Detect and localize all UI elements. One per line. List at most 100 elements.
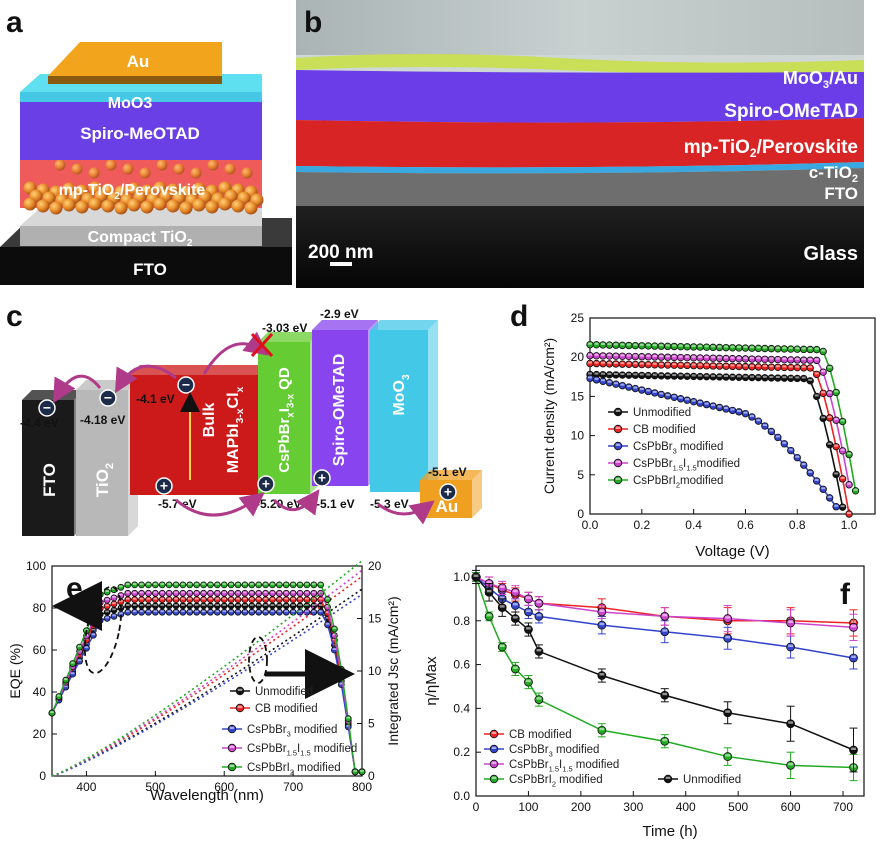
jv-series-2-point-3-hl <box>607 380 612 383</box>
eqe-series-4-point-24 <box>213 581 221 589</box>
jv-series-3-point-6 <box>625 352 633 361</box>
eqe-series-1-point-12-hl <box>132 597 137 600</box>
spiro-block-top <box>312 320 378 330</box>
eqe-series-2-integrated <box>51 593 363 777</box>
jv-series-4-point-39-hl <box>840 419 845 422</box>
jv-series-3-point-13-hl <box>672 355 677 358</box>
jv-series-1-point-38-hl <box>834 444 839 447</box>
jv-series-3-point-19 <box>709 354 717 362</box>
jv-series-4-point-19-hl <box>711 345 716 348</box>
jv-series-1-point-27-hl <box>762 365 767 368</box>
moo3-block-front <box>370 330 428 492</box>
jv-series-2-point-21-hl <box>724 406 729 409</box>
stab-frame <box>475 565 865 797</box>
eqe-series-0-point-26-hl <box>229 604 233 606</box>
eqe-series-0-point-28-hl <box>243 604 247 606</box>
eqe-series-4-line <box>51 584 362 773</box>
jv-ylabel: Current density (mA/cm²) <box>541 338 557 494</box>
eqe-series-0-point-18-hl <box>174 604 178 606</box>
eqe-series-3-point-29-hl <box>249 591 254 594</box>
eqe-series-4-point-26 <box>227 581 235 589</box>
jv-series-4-point-29-hl <box>775 346 780 349</box>
sem-fto-label: FTO <box>824 184 858 203</box>
stab-series-2-point-6-hl <box>599 609 605 612</box>
eqe-xtick-label-1: 500 <box>145 780 165 794</box>
panel-c-label: c <box>6 300 23 333</box>
eqe-series-1-point-24-hl <box>215 597 220 600</box>
jv-series-1-point-3-hl <box>607 361 612 364</box>
jv-series-0-point-23-hl <box>736 375 741 378</box>
jv-series-4-point-3-hl <box>607 343 612 346</box>
jv-series-3-point-17-hl <box>698 355 703 358</box>
eqe-series-0-point-13-hl <box>139 604 144 606</box>
stab-series-4-point-8-hl <box>725 710 731 713</box>
jv-series-3-point-14-hl <box>678 355 683 358</box>
jv-series-2-point-0 <box>586 374 594 383</box>
jv-legend-0-marker-hl <box>615 409 621 412</box>
jv-series-3-point-23-hl <box>736 356 741 359</box>
eqe-series-2-point-41-hl <box>332 648 337 651</box>
nanoparticle-54 <box>54 159 66 171</box>
jv-xtick-label-3: 0.6 <box>737 518 754 532</box>
eqe-series-2-point-33-hl <box>277 610 282 613</box>
jv-series-3-point-37-hl <box>827 391 832 394</box>
nanoparticle-61 <box>173 163 185 175</box>
jv-series-0-point-26 <box>754 373 763 382</box>
eqe-series-1-point-16-hl <box>160 597 165 600</box>
stab-series-2-point-2-hl <box>499 585 505 588</box>
hole-qd-circle <box>257 475 275 493</box>
nanoparticle-41 <box>88 197 102 211</box>
jv-series-1-point-4-hl <box>613 362 618 364</box>
eqe-series-4-point-8-hl <box>105 590 109 593</box>
stab-series-1-point-10-hl <box>851 655 856 658</box>
eqe-series-0-point-9-hl <box>112 608 116 611</box>
jv-series-4-point-16-hl <box>691 344 696 347</box>
jv-series-4-point-5-hl <box>620 343 625 346</box>
eqe-series-2-point-8 <box>103 614 111 622</box>
stab-legend-4-text: Unmodified <box>683 774 741 786</box>
eqe-series-4-point-24-hl <box>215 583 220 585</box>
stab-xtick-label-1: 100 <box>518 800 538 814</box>
nanoparticle-58 <box>122 163 134 175</box>
jv-series-0-point-24-hl <box>743 375 748 378</box>
eqe-series-1-point-32-hl <box>270 597 275 600</box>
jv-series-3-point-3-hl <box>607 354 612 357</box>
sem-ctio2-band <box>296 162 864 174</box>
eqe-series-4-point-31-hl <box>263 583 268 585</box>
stab-series-1-point-6-hl <box>599 622 605 626</box>
eqe-series-4-point-36-hl <box>298 583 302 585</box>
sem-glass-region <box>296 206 864 288</box>
jv-series-0-point-19-hl <box>711 374 716 377</box>
jv-series-2-point-10-hl <box>652 390 657 393</box>
eqe-series-4-point-17-hl <box>167 583 171 585</box>
eqe-series-1-point-26-hl <box>229 597 233 600</box>
jv-series-3-point-32-hl <box>795 357 800 360</box>
jv-ytick-label-3: 15 <box>571 389 585 403</box>
eqe-series-4-point-32 <box>269 581 276 589</box>
nanoparticle-46 <box>153 197 167 211</box>
jv-series-4-point-12-hl <box>665 344 670 347</box>
eqe-dashed-ellipse-left <box>83 585 123 675</box>
eqe-legend-3-marker-hl <box>229 745 235 748</box>
jv-series-1-point-32-hl <box>795 365 800 368</box>
stab-series-2-point-8-hl <box>725 616 731 619</box>
eqe-series-0-point-26 <box>227 602 235 610</box>
jv-series-2-point-4-hl <box>613 382 618 385</box>
jv-series-2-point-34-hl <box>808 470 813 473</box>
eqe-series-4-point-12 <box>131 581 139 589</box>
jv-legend: Unmodified CB modified CsPbBr3 modified CsP… <box>608 407 740 489</box>
jv-series-3-point-22-hl <box>730 356 735 359</box>
eqe-series-0-point-12 <box>131 602 139 610</box>
eqe-series-1-point-15-hl <box>153 597 158 600</box>
eqe-series-0-point-15-hl <box>153 604 158 606</box>
eqe-ytick-label-1: 20 <box>33 727 47 741</box>
eqe-series-2-point-5-hl <box>84 646 89 649</box>
stab-series-2-point-3-hl <box>512 589 518 593</box>
jv-series-3-point-20-hl <box>717 356 722 359</box>
stab-ytick-label-5: 1.0 <box>453 570 470 584</box>
eqe-series-2-point-35-hl <box>291 610 295 613</box>
jv-series-0-point-29-hl <box>775 376 780 379</box>
eqe-series-0-point-28 <box>241 602 249 610</box>
panel-f-stability: 0 100 200 300 400 500 600 700 0.0 0.2 0.4 0.6 0.8 1.0… <box>423 565 865 840</box>
jv-series-4-point-23 <box>735 344 743 352</box>
